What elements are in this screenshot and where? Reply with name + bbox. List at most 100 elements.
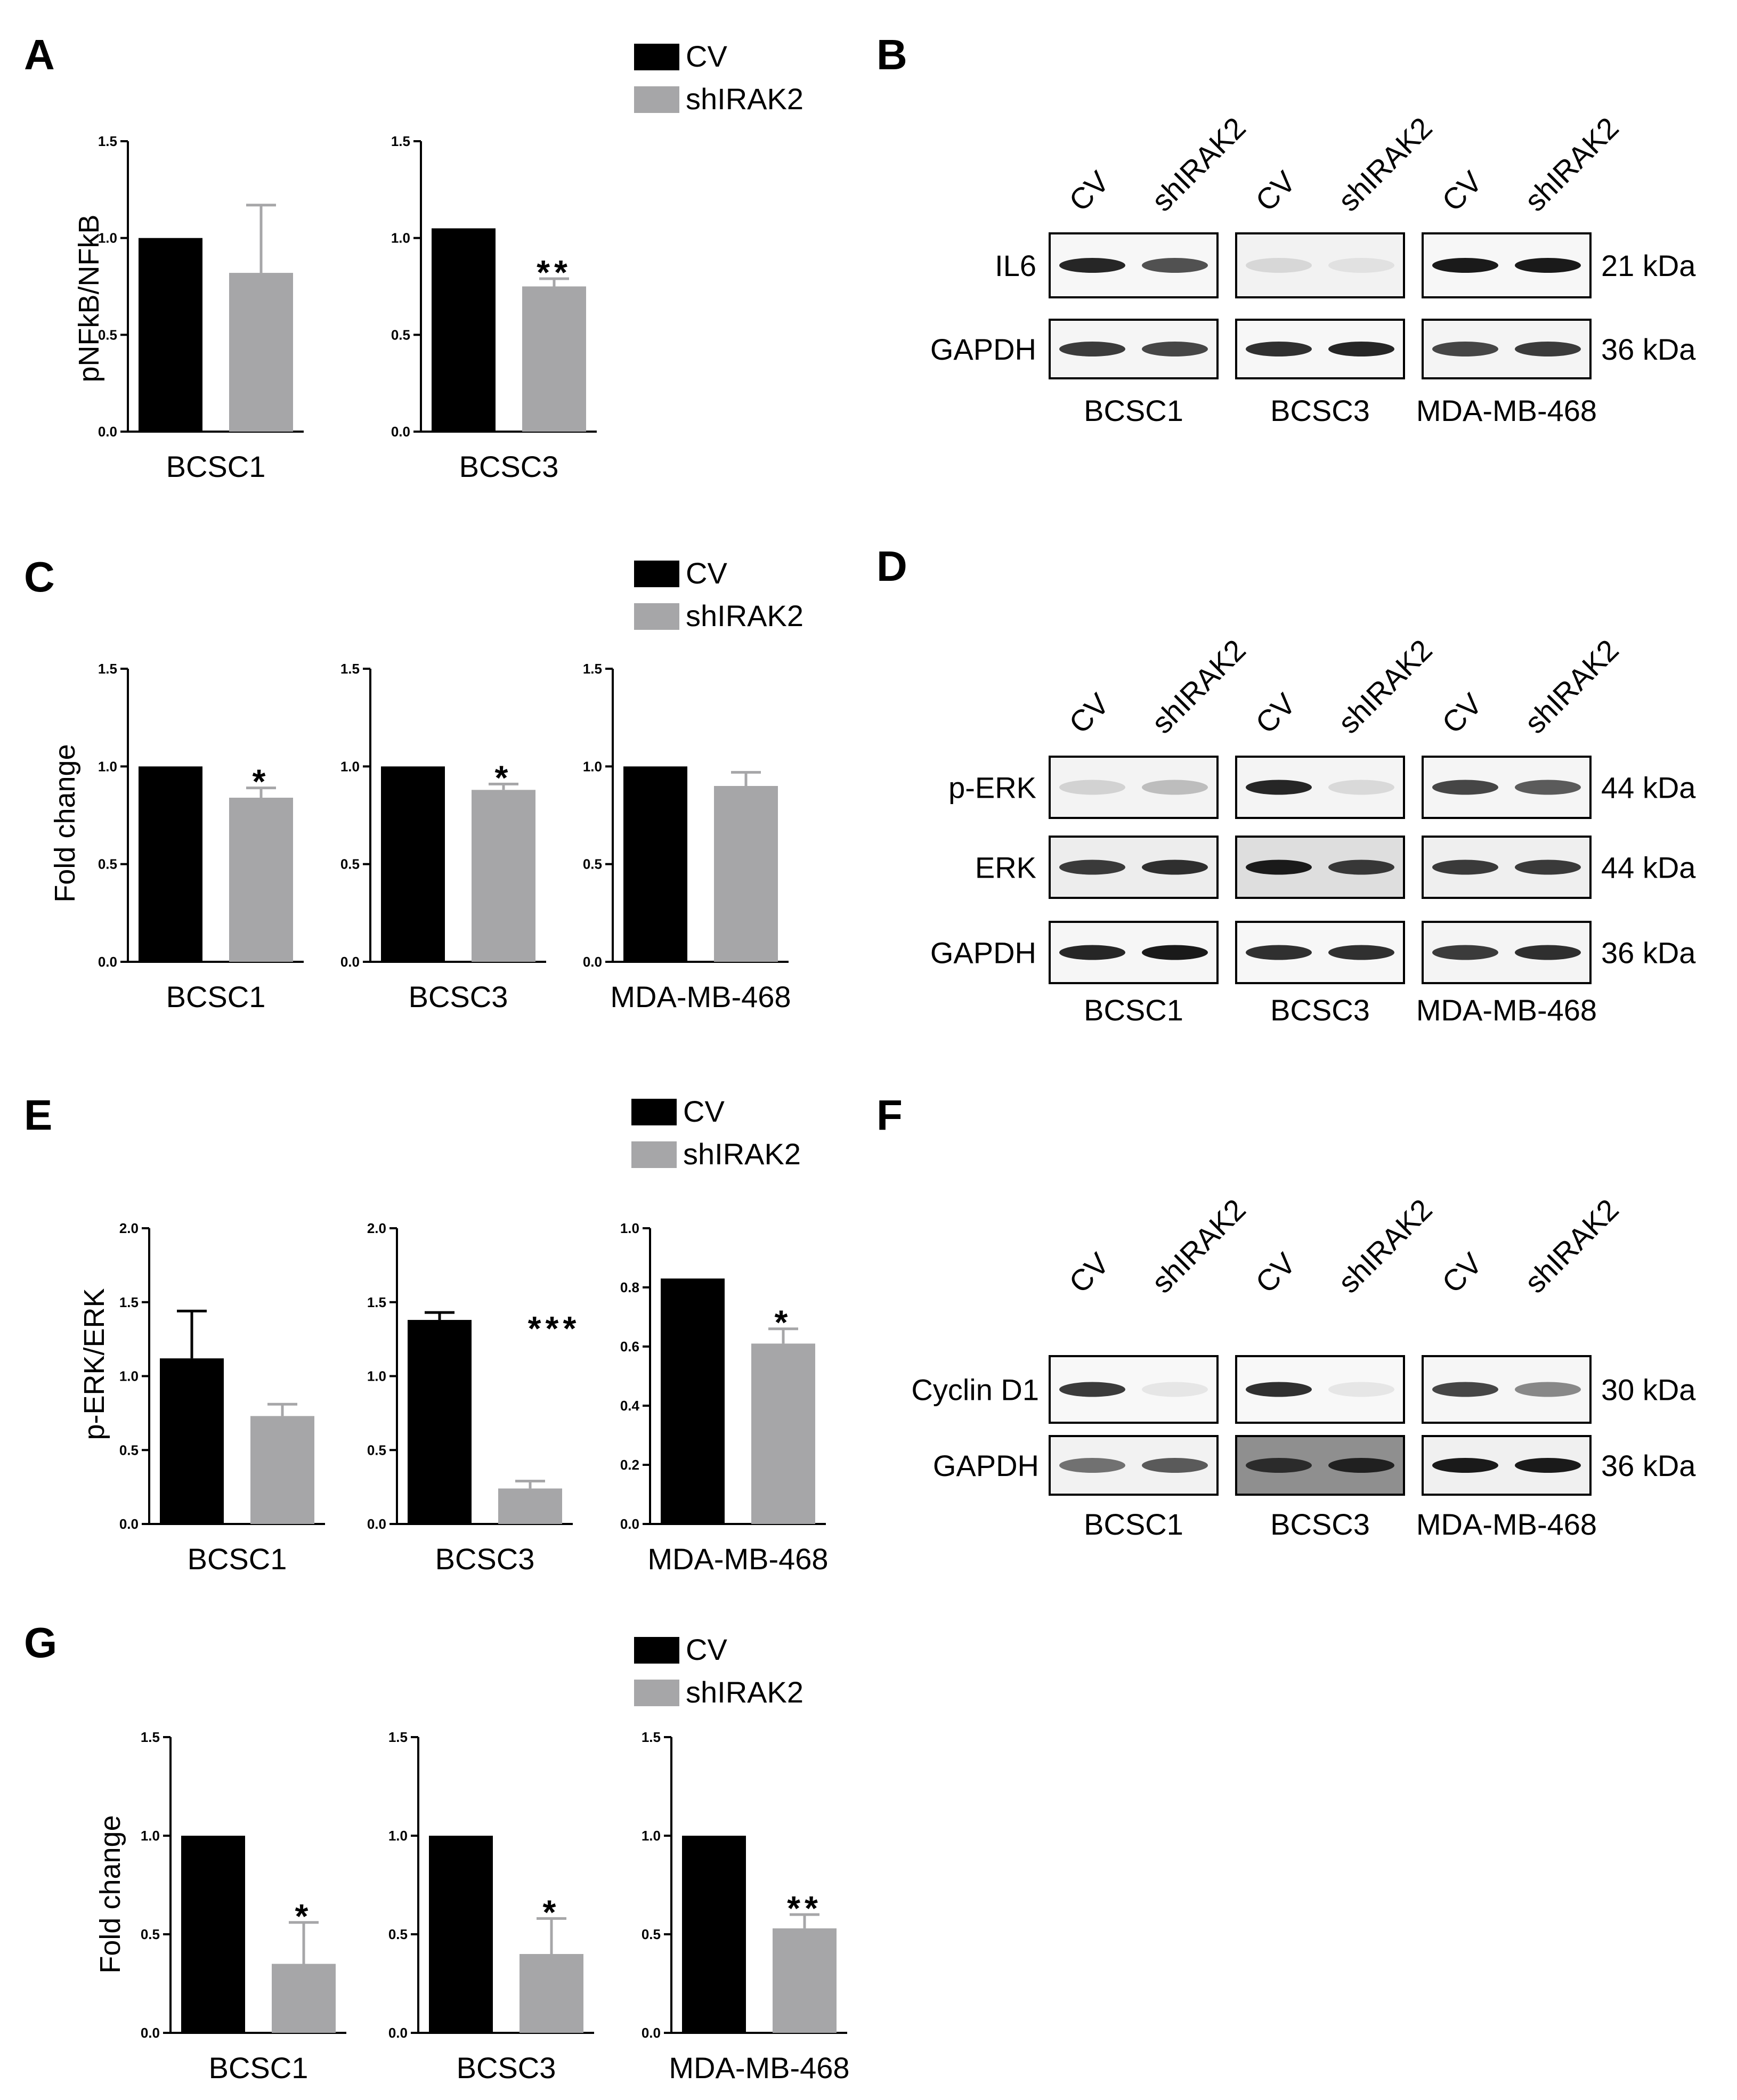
lane-label: CV bbox=[1062, 686, 1116, 740]
molecular-weight-label: 36 kDa bbox=[1601, 1449, 1696, 1482]
y-tick-label: 1.0 bbox=[642, 1828, 661, 1844]
blot-band bbox=[1246, 258, 1312, 273]
blot-band bbox=[1328, 342, 1394, 356]
legend-e: CV shIRAK2 bbox=[631, 1094, 801, 1171]
bar-shirak2 bbox=[751, 1343, 815, 1524]
significance-marker: * bbox=[775, 1303, 792, 1342]
blot-band bbox=[1246, 860, 1312, 875]
significance-marker: * bbox=[543, 1893, 561, 1931]
x-category-label: BCSC3 bbox=[435, 1542, 535, 1576]
blot-band bbox=[1059, 1382, 1125, 1397]
lane-label: shIRAK2 bbox=[1332, 111, 1439, 218]
y-tick-label: 1.5 bbox=[340, 661, 360, 677]
y-tick-label: 1.5 bbox=[98, 133, 117, 149]
molecular-weight-label: 36 kDa bbox=[1601, 333, 1696, 366]
panel-label-e: E bbox=[24, 1091, 52, 1139]
legend-label-shirak2: shIRAK2 bbox=[686, 1675, 803, 1709]
blot-band bbox=[1515, 1458, 1581, 1473]
x-category-label: BCSC3 bbox=[459, 450, 559, 483]
y-tick-label: 0.8 bbox=[620, 1279, 639, 1295]
blot-band bbox=[1059, 780, 1125, 795]
bar-cv bbox=[429, 1836, 493, 2033]
cell-line-label: BCSC3 bbox=[1270, 1507, 1370, 1541]
molecular-weight-label: 21 kDa bbox=[1601, 249, 1696, 282]
bar-shirak2 bbox=[522, 286, 586, 432]
y-tick-label: 1.0 bbox=[119, 1368, 139, 1384]
cell-line-label: MDA-MB-468 bbox=[1416, 394, 1597, 427]
y-axis-label: Fold change bbox=[49, 744, 81, 902]
legend-label-cv: CV bbox=[686, 1633, 727, 1666]
y-tick-label: 0.0 bbox=[642, 2025, 661, 2041]
lane-label: shIRAK2 bbox=[1145, 1193, 1252, 1300]
significance-marker: * bbox=[253, 763, 270, 801]
blot-box-frame bbox=[1049, 756, 1219, 819]
panel-label-c: C bbox=[24, 553, 55, 601]
blot-band bbox=[1246, 945, 1312, 960]
x-category-label: BCSC3 bbox=[457, 2051, 556, 2085]
blot-band bbox=[1515, 342, 1581, 356]
blot-box-frame bbox=[1235, 232, 1405, 298]
subchart-bcsc3: 0.0 0.5 1.0 1.5 BCSC3 * bbox=[388, 1729, 594, 2085]
x-category-label: BCSC1 bbox=[166, 450, 266, 483]
cell-line-label: BCSC3 bbox=[1270, 993, 1370, 1027]
y-tick-label: 1.5 bbox=[583, 661, 602, 677]
y-axis-label: pNFkB/NFkB bbox=[73, 214, 105, 382]
blot-band bbox=[1515, 780, 1581, 795]
blot-band bbox=[1515, 945, 1581, 960]
y-axis-label: p-ERK/ERK bbox=[78, 1288, 110, 1440]
legend-label-shirak2: shIRAK2 bbox=[686, 82, 803, 116]
blot-band bbox=[1328, 258, 1394, 273]
lane-label: CV bbox=[1435, 1246, 1489, 1299]
blot-band bbox=[1432, 1458, 1498, 1473]
blot-box bbox=[1235, 1435, 1405, 1496]
blot-band bbox=[1246, 1382, 1312, 1397]
subchart-bcsc1: 0.0 0.5 1.0 1.5 BCSC1 * bbox=[98, 661, 304, 1013]
blot-band bbox=[1515, 258, 1581, 273]
cell-line-label: BCSC1 bbox=[1084, 993, 1183, 1027]
y-tick-label: 1.0 bbox=[98, 758, 117, 774]
panel-label-a: A bbox=[24, 31, 55, 78]
blot-box bbox=[1235, 836, 1405, 899]
blot-band bbox=[1328, 945, 1394, 960]
legend-label-shirak2: shIRAK2 bbox=[683, 1137, 801, 1171]
blot-row-label: GAPDH bbox=[930, 333, 1036, 366]
bar-charts: pNFkB/NFkB 0.0 0.5 1.0 1.5 BCSC1 0.0 0.5 1.0 1.5 B… bbox=[49, 133, 850, 2085]
blot-box bbox=[1235, 756, 1405, 819]
y-tick-label: 0.0 bbox=[583, 954, 602, 970]
blot-box bbox=[1422, 836, 1592, 899]
bar-shirak2 bbox=[520, 1954, 583, 2033]
significance-marker: * bbox=[495, 758, 513, 797]
bar-shirak2 bbox=[229, 798, 293, 962]
subchart-bcsc1: 0.0 0.5 1.0 1.5 BCSC1 bbox=[98, 133, 304, 483]
y-tick-label: 1.5 bbox=[141, 1729, 160, 1745]
y-tick-label: 0.5 bbox=[583, 856, 602, 872]
cell-line-label: BCSC3 bbox=[1270, 394, 1370, 427]
legend-swatch-shirak2 bbox=[634, 86, 679, 113]
legend-g: CV shIRAK2 bbox=[634, 1633, 803, 1709]
lane-label: shIRAK2 bbox=[1518, 1193, 1625, 1300]
blot-row-label: ERK bbox=[975, 851, 1036, 885]
subchart-bcsc1: 0.0 0.5 1.0 1.5 BCSC1 * bbox=[141, 1729, 346, 2085]
y-tick-label: 0.5 bbox=[98, 856, 117, 872]
bar-cv bbox=[432, 228, 496, 432]
y-tick-label: 0.4 bbox=[620, 1398, 640, 1414]
panel-label-b: B bbox=[876, 31, 907, 78]
y-tick-label: 1.0 bbox=[98, 230, 117, 246]
bar-cv bbox=[661, 1278, 725, 1524]
molecular-weight-label: 36 kDa bbox=[1601, 936, 1696, 970]
legend-label-cv: CV bbox=[686, 39, 727, 73]
legend-a: CV shIRAK2 bbox=[634, 39, 803, 116]
blot-row-label: Cyclin D1 bbox=[911, 1373, 1039, 1407]
blot-band bbox=[1328, 780, 1394, 795]
lane-label: CV bbox=[1435, 164, 1489, 217]
blot-box bbox=[1422, 1435, 1592, 1496]
blot-box bbox=[1422, 756, 1592, 819]
y-tick-label: 0.5 bbox=[642, 1926, 661, 1942]
chart-panel-e: p-ERK/ERK 0.0 0.5 1.0 1.5 2.0 BCSC1 0.0 0.5 1.0 1.… bbox=[78, 1220, 829, 1576]
lane-label: CV bbox=[1062, 164, 1116, 217]
blot-box bbox=[1235, 921, 1405, 984]
y-tick-label: 0.5 bbox=[391, 327, 410, 343]
